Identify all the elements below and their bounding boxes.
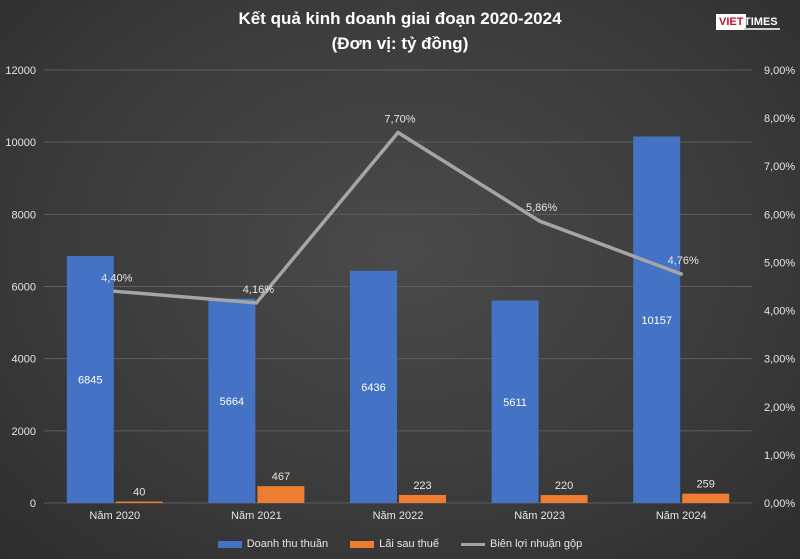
y-axis-tick-label: 10000 bbox=[5, 137, 36, 149]
viettimes-logo: VIET TIMES bbox=[716, 14, 780, 34]
margin-value-label: 5,86% bbox=[526, 202, 557, 214]
profit-value-label: 40 bbox=[133, 487, 145, 499]
margin-value-label: 4,16% bbox=[243, 284, 274, 296]
profit-bar bbox=[399, 494, 446, 503]
y2-axis-tick-label: 8,00% bbox=[764, 113, 795, 125]
revenue-bar bbox=[633, 136, 681, 503]
revenue-bar bbox=[208, 298, 256, 503]
profit-bar bbox=[682, 493, 730, 503]
legend-swatch-profit bbox=[350, 540, 375, 548]
profit-bar bbox=[115, 501, 163, 503]
legend-item-revenue: Doanh thu thuần bbox=[217, 536, 329, 552]
profit-value-label: 220 bbox=[555, 480, 573, 492]
revenue-value-label: 6845 bbox=[78, 375, 102, 387]
x-axis-category-label: Năm 2020 bbox=[89, 510, 140, 522]
x-axis-category-label: Năm 2022 bbox=[373, 510, 424, 522]
revenue-bar bbox=[491, 300, 539, 503]
revenue-value-label: 10157 bbox=[641, 315, 672, 327]
profit-value-label: 259 bbox=[697, 479, 715, 491]
margin-point bbox=[679, 272, 683, 276]
y2-axis-tick-label: 0,00% bbox=[764, 498, 795, 510]
y2-axis-tick-label: 1,00% bbox=[764, 450, 795, 462]
y2-axis-tick-label: 3,00% bbox=[764, 354, 795, 366]
revenue-value-label: 5664 bbox=[220, 396, 244, 408]
logo-part-viet: VIET bbox=[716, 14, 747, 30]
profit-value-label: 467 bbox=[272, 471, 290, 483]
chart-legend: Doanh thu thuần Lãi sau thuế Biên lợi nh… bbox=[0, 536, 800, 552]
margin-value-label: 7,70% bbox=[384, 114, 415, 126]
revenue-value-label: 6436 bbox=[361, 382, 385, 394]
margin-point bbox=[537, 219, 542, 223]
legend-swatch-margin bbox=[461, 542, 486, 546]
x-axis-category-label: Năm 2024 bbox=[656, 510, 707, 522]
logo-part-times: TIMES bbox=[744, 16, 778, 28]
legend-label-profit: Lãi sau thuế bbox=[379, 538, 440, 550]
y-axis-tick-label: 0 bbox=[30, 498, 36, 510]
x-axis-category-label: Năm 2021 bbox=[231, 510, 282, 522]
revenue-bar bbox=[66, 256, 114, 503]
legend-label-margin: Biên lợi nhuận gộp bbox=[490, 538, 583, 550]
y-axis-tick-label: 12000 bbox=[5, 65, 36, 77]
profit-bar bbox=[540, 495, 588, 503]
y2-axis-tick-label: 5,00% bbox=[764, 257, 795, 269]
y2-axis-tick-label: 9,00% bbox=[764, 65, 795, 77]
profit-value-label: 223 bbox=[413, 480, 431, 492]
y-axis-tick-label: 2000 bbox=[12, 426, 36, 438]
y2-axis-tick-label: 7,00% bbox=[764, 161, 795, 173]
x-axis-category-label: Năm 2023 bbox=[514, 510, 565, 522]
legend-item-profit: Lãi sau thuế bbox=[350, 536, 439, 552]
y2-axis-tick-label: 4,00% bbox=[764, 306, 795, 318]
chart-title: Kết quả kinh doanh giai đoạn 2020-2024 bbox=[238, 9, 562, 28]
revenue-bar bbox=[350, 270, 397, 503]
y-axis-tick-label: 6000 bbox=[12, 282, 36, 294]
legend-item-margin: Biên lợi nhuận gộp bbox=[461, 536, 582, 552]
logo-underline bbox=[744, 28, 780, 30]
margin-value-label: 4,76% bbox=[668, 255, 699, 267]
margin-value-label: 4,40% bbox=[101, 272, 132, 284]
legend-swatch-revenue bbox=[217, 540, 242, 548]
revenue-value-label: 5611 bbox=[503, 397, 527, 409]
margin-point bbox=[113, 289, 117, 294]
profit-bar bbox=[257, 486, 305, 503]
y2-axis-tick-label: 6,00% bbox=[764, 209, 795, 221]
chart-subtitle: (Đơn vị: tỷ đồng) bbox=[331, 34, 469, 53]
y-axis-tick-label: 8000 bbox=[12, 209, 36, 221]
margin-point bbox=[254, 301, 259, 305]
y-axis-tick-label: 4000 bbox=[12, 354, 36, 366]
margin-line bbox=[114, 130, 682, 305]
legend-label-revenue: Doanh thu thuần bbox=[246, 538, 329, 550]
y2-axis-tick-label: 2,00% bbox=[764, 402, 795, 414]
margin-point bbox=[396, 130, 400, 135]
